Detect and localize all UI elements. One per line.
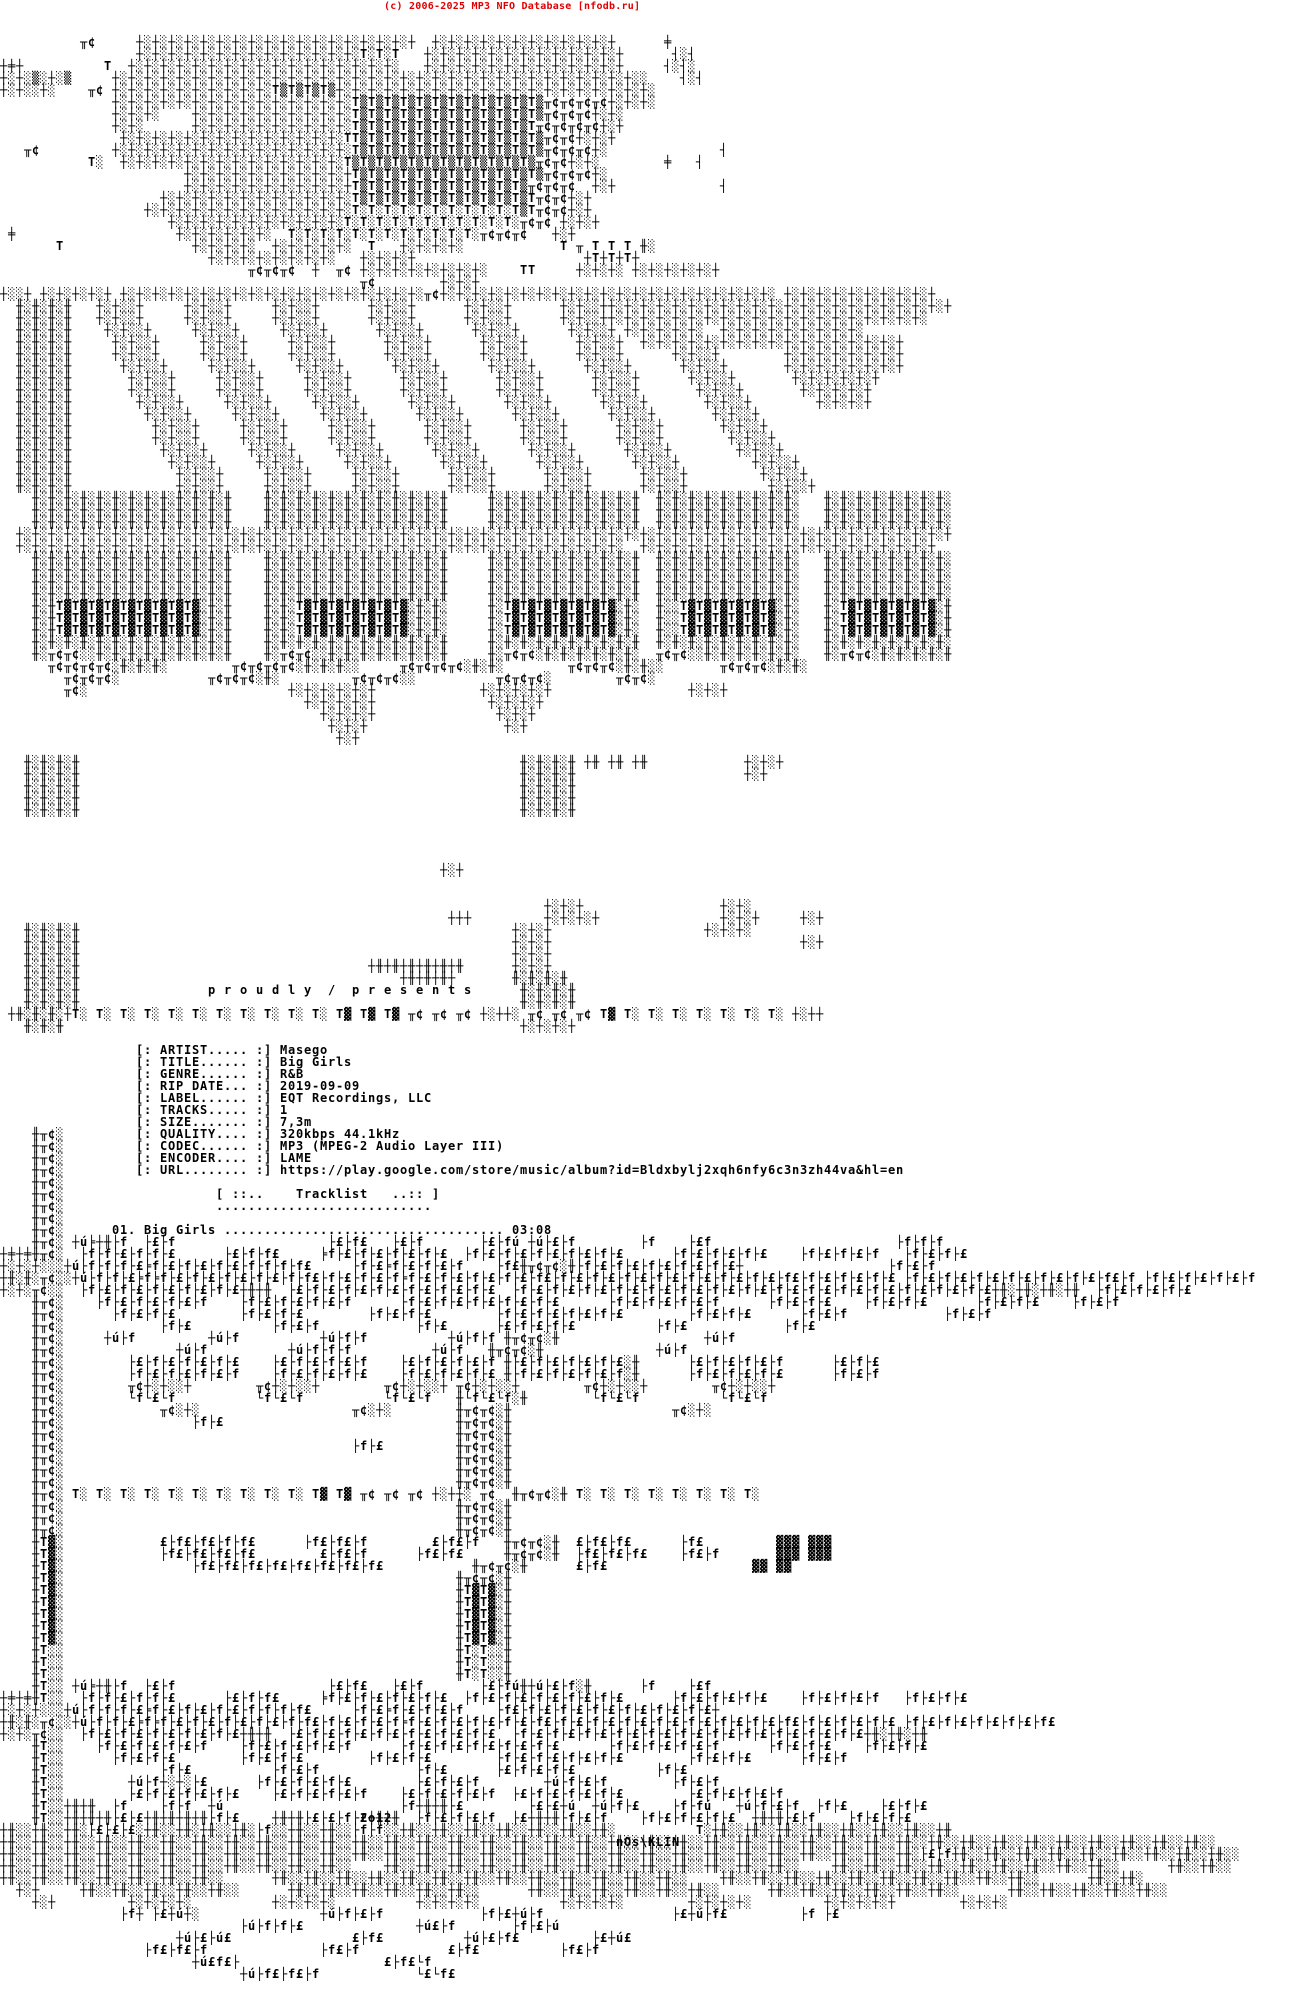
field-label: [: LABEL...... :] EQT Recordings, LLC: [136, 1092, 904, 1104]
track-number: 01.: [112, 1223, 144, 1237]
field-url-label: [: URL........ :]: [136, 1163, 280, 1177]
tracklist-divider: ...........................: [216, 1199, 432, 1213]
field-genre: [: GENRE...... :] R&B: [136, 1068, 904, 1080]
field-rip-date-value: 2019-09-09: [280, 1079, 360, 1093]
field-tracks: [: TRACKS..... :] 1: [136, 1104, 904, 1116]
field-encoder-label: [: ENCODER.... :]: [136, 1151, 280, 1165]
field-label-label: [: LABEL...... :]: [136, 1091, 280, 1105]
field-title-value: Big Girls: [280, 1055, 352, 1069]
field-codec: [: CODEC...... :] MP3 (MPEG-2 Audio Laye…: [136, 1140, 904, 1152]
track-row: 01. Big Girls ..........................…: [112, 1224, 552, 1236]
track-title: Big Girls: [144, 1223, 224, 1237]
field-size-label: [: SIZE....... :]: [136, 1115, 280, 1129]
field-size: [: SIZE....... :] 7,3m: [136, 1116, 904, 1128]
nfo-ascii-art: ╥¢ ┼░┼░┼░┼░┼░┼░┼░┼░┼░┼░┼░┼░┼░┼░┼░┼░┼░┼ ┼…: [0, 35, 1256, 1981]
field-url-value: https://play.google.com/store/music/albu…: [280, 1163, 904, 1177]
field-rip-date: [: RIP DATE... :] 2019-09-09: [136, 1080, 904, 1092]
track-dots: ...................................: [224, 1223, 512, 1237]
field-title: [: TITLE...... :] Big Girls: [136, 1056, 904, 1068]
field-encoder: [: ENCODER.... :] LAME: [136, 1152, 904, 1164]
release-metadata: [: ARTIST..... :] Masego [: TITLE...... …: [136, 1044, 904, 1176]
credit-year: 2o12: [360, 1811, 392, 1825]
track-duration: 03:08: [512, 1223, 552, 1237]
field-encoder-value: LAME: [280, 1151, 312, 1165]
tracklist-header: [ ::.. Tracklist ..:: ]: [216, 1187, 440, 1201]
field-url: [: URL........ :] https://play.google.co…: [136, 1164, 904, 1176]
field-label-value: EQT Recordings, LLC: [280, 1091, 432, 1105]
field-codec-value: MP3 (MPEG-2 Audio Layer III): [280, 1139, 504, 1153]
credit-group: nOs\KLIN: [616, 1835, 680, 1849]
field-quality: [: QUALITY.... :] 320kbps 44.1kHz: [136, 1128, 904, 1140]
field-quality-label: [: QUALITY.... :]: [136, 1127, 280, 1141]
site-copyright: (c) 2006-2025 MP3 NFO Database [nfodb.ru…: [384, 1, 641, 12]
field-tracks-value: 1: [280, 1103, 288, 1117]
field-quality-value: 320kbps 44.1kHz: [280, 1127, 400, 1141]
field-genre-label: [: GENRE...... :]: [136, 1067, 280, 1081]
field-size-value: 7,3m: [280, 1115, 312, 1129]
field-title-label: [: TITLE...... :]: [136, 1055, 280, 1069]
proudly-presents-text: p r o u d l y / p r e s e n t s: [208, 983, 472, 997]
field-tracks-label: [: TRACKS..... :]: [136, 1103, 280, 1117]
field-artist: [: ARTIST..... :] Masego: [136, 1044, 904, 1056]
field-artist-label: [: ARTIST..... :]: [136, 1043, 280, 1057]
field-rip-date-label: [: RIP DATE... :]: [136, 1079, 280, 1093]
field-codec-label: [: CODEC...... :]: [136, 1139, 280, 1153]
field-genre-value: R&B: [280, 1067, 304, 1081]
field-artist-value: Masego: [280, 1043, 328, 1057]
